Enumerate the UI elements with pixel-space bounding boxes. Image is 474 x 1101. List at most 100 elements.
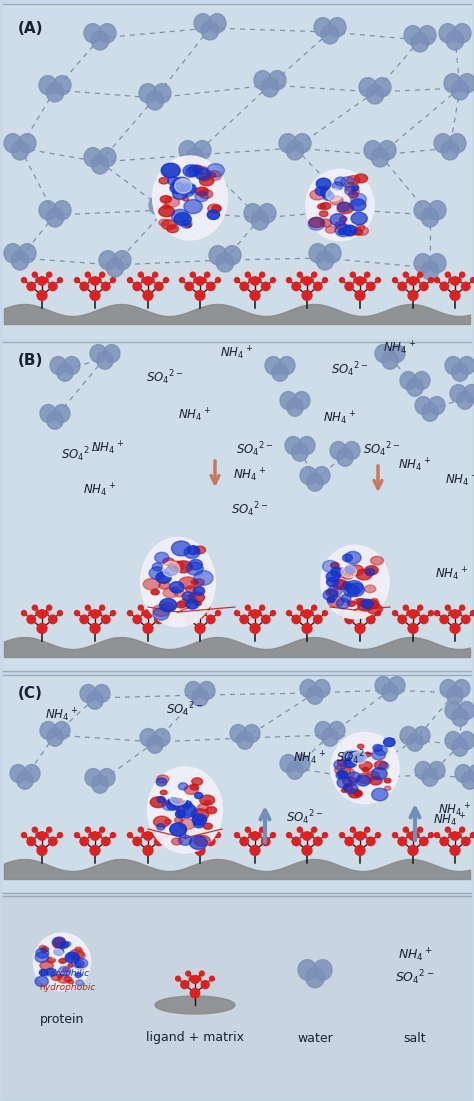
Ellipse shape	[185, 586, 196, 592]
Ellipse shape	[99, 768, 115, 786]
Text: NH$_4$$^+$: NH$_4$$^+$	[46, 707, 79, 723]
Ellipse shape	[335, 225, 351, 237]
Ellipse shape	[80, 685, 97, 702]
Circle shape	[191, 989, 200, 998]
Ellipse shape	[168, 797, 179, 806]
Ellipse shape	[244, 204, 262, 222]
Ellipse shape	[344, 442, 360, 459]
Circle shape	[190, 272, 195, 277]
Circle shape	[164, 611, 169, 615]
Ellipse shape	[306, 968, 324, 988]
Circle shape	[398, 282, 406, 291]
Circle shape	[74, 277, 80, 283]
Circle shape	[142, 832, 147, 838]
Ellipse shape	[313, 467, 330, 484]
Circle shape	[194, 611, 199, 615]
Ellipse shape	[321, 25, 339, 44]
Ellipse shape	[59, 959, 66, 963]
Text: NH$_4$$^+$: NH$_4$$^+$	[293, 750, 327, 766]
Ellipse shape	[184, 785, 198, 795]
Ellipse shape	[353, 229, 363, 236]
Ellipse shape	[327, 597, 335, 602]
Ellipse shape	[335, 177, 346, 186]
Circle shape	[398, 615, 406, 623]
Circle shape	[100, 827, 105, 832]
Circle shape	[462, 615, 470, 623]
Circle shape	[297, 606, 302, 610]
Circle shape	[366, 282, 375, 291]
Ellipse shape	[367, 604, 383, 614]
Circle shape	[292, 837, 301, 846]
Circle shape	[43, 832, 48, 838]
Circle shape	[200, 971, 204, 975]
Text: SO$_4$$^{2-}$: SO$_4$$^{2-}$	[231, 501, 269, 520]
Ellipse shape	[201, 21, 219, 40]
Bar	[3, 896, 471, 1099]
Ellipse shape	[170, 822, 187, 836]
Ellipse shape	[174, 212, 191, 226]
Circle shape	[207, 282, 215, 291]
Circle shape	[418, 272, 423, 277]
Ellipse shape	[11, 251, 29, 270]
Circle shape	[322, 832, 328, 838]
Circle shape	[195, 846, 205, 855]
Ellipse shape	[172, 541, 191, 556]
Circle shape	[205, 606, 210, 610]
Bar	[3, 341, 471, 671]
Ellipse shape	[343, 785, 353, 792]
Ellipse shape	[382, 684, 398, 701]
Ellipse shape	[365, 585, 376, 592]
Ellipse shape	[285, 436, 301, 455]
Circle shape	[90, 846, 100, 855]
Circle shape	[128, 832, 133, 838]
Ellipse shape	[458, 357, 474, 374]
Ellipse shape	[178, 818, 195, 830]
Circle shape	[21, 832, 27, 838]
Text: NH$_4$$^+$: NH$_4$$^+$	[220, 345, 254, 362]
Ellipse shape	[76, 980, 83, 985]
Ellipse shape	[422, 403, 438, 422]
Ellipse shape	[172, 838, 182, 844]
Ellipse shape	[143, 578, 160, 590]
Circle shape	[450, 846, 460, 855]
Circle shape	[314, 615, 322, 623]
Ellipse shape	[84, 23, 101, 43]
Ellipse shape	[164, 197, 180, 207]
Circle shape	[303, 831, 311, 840]
Ellipse shape	[47, 412, 63, 429]
Circle shape	[398, 837, 406, 846]
Circle shape	[292, 282, 301, 291]
Ellipse shape	[162, 220, 176, 230]
Circle shape	[80, 837, 89, 846]
Ellipse shape	[333, 580, 347, 589]
Circle shape	[110, 611, 116, 615]
Ellipse shape	[332, 182, 343, 190]
Circle shape	[449, 832, 454, 838]
Ellipse shape	[40, 404, 56, 423]
Ellipse shape	[163, 558, 174, 566]
Ellipse shape	[357, 744, 364, 749]
Ellipse shape	[155, 996, 235, 1014]
Circle shape	[403, 606, 408, 610]
Ellipse shape	[184, 199, 202, 214]
Ellipse shape	[75, 960, 84, 968]
Ellipse shape	[198, 804, 209, 811]
Circle shape	[216, 611, 220, 615]
Ellipse shape	[451, 80, 469, 100]
Ellipse shape	[209, 13, 226, 33]
Ellipse shape	[195, 601, 201, 606]
Circle shape	[375, 832, 381, 838]
Ellipse shape	[186, 562, 203, 575]
Circle shape	[110, 832, 116, 838]
Ellipse shape	[366, 771, 379, 780]
Circle shape	[435, 277, 439, 283]
Ellipse shape	[292, 444, 308, 461]
Ellipse shape	[307, 686, 323, 705]
Ellipse shape	[355, 599, 362, 603]
Ellipse shape	[320, 188, 331, 197]
Ellipse shape	[46, 83, 64, 102]
Ellipse shape	[207, 173, 216, 178]
Ellipse shape	[341, 788, 347, 793]
Circle shape	[260, 827, 264, 832]
Text: NH$_4$$^+$: NH$_4$$^+$	[438, 802, 472, 819]
